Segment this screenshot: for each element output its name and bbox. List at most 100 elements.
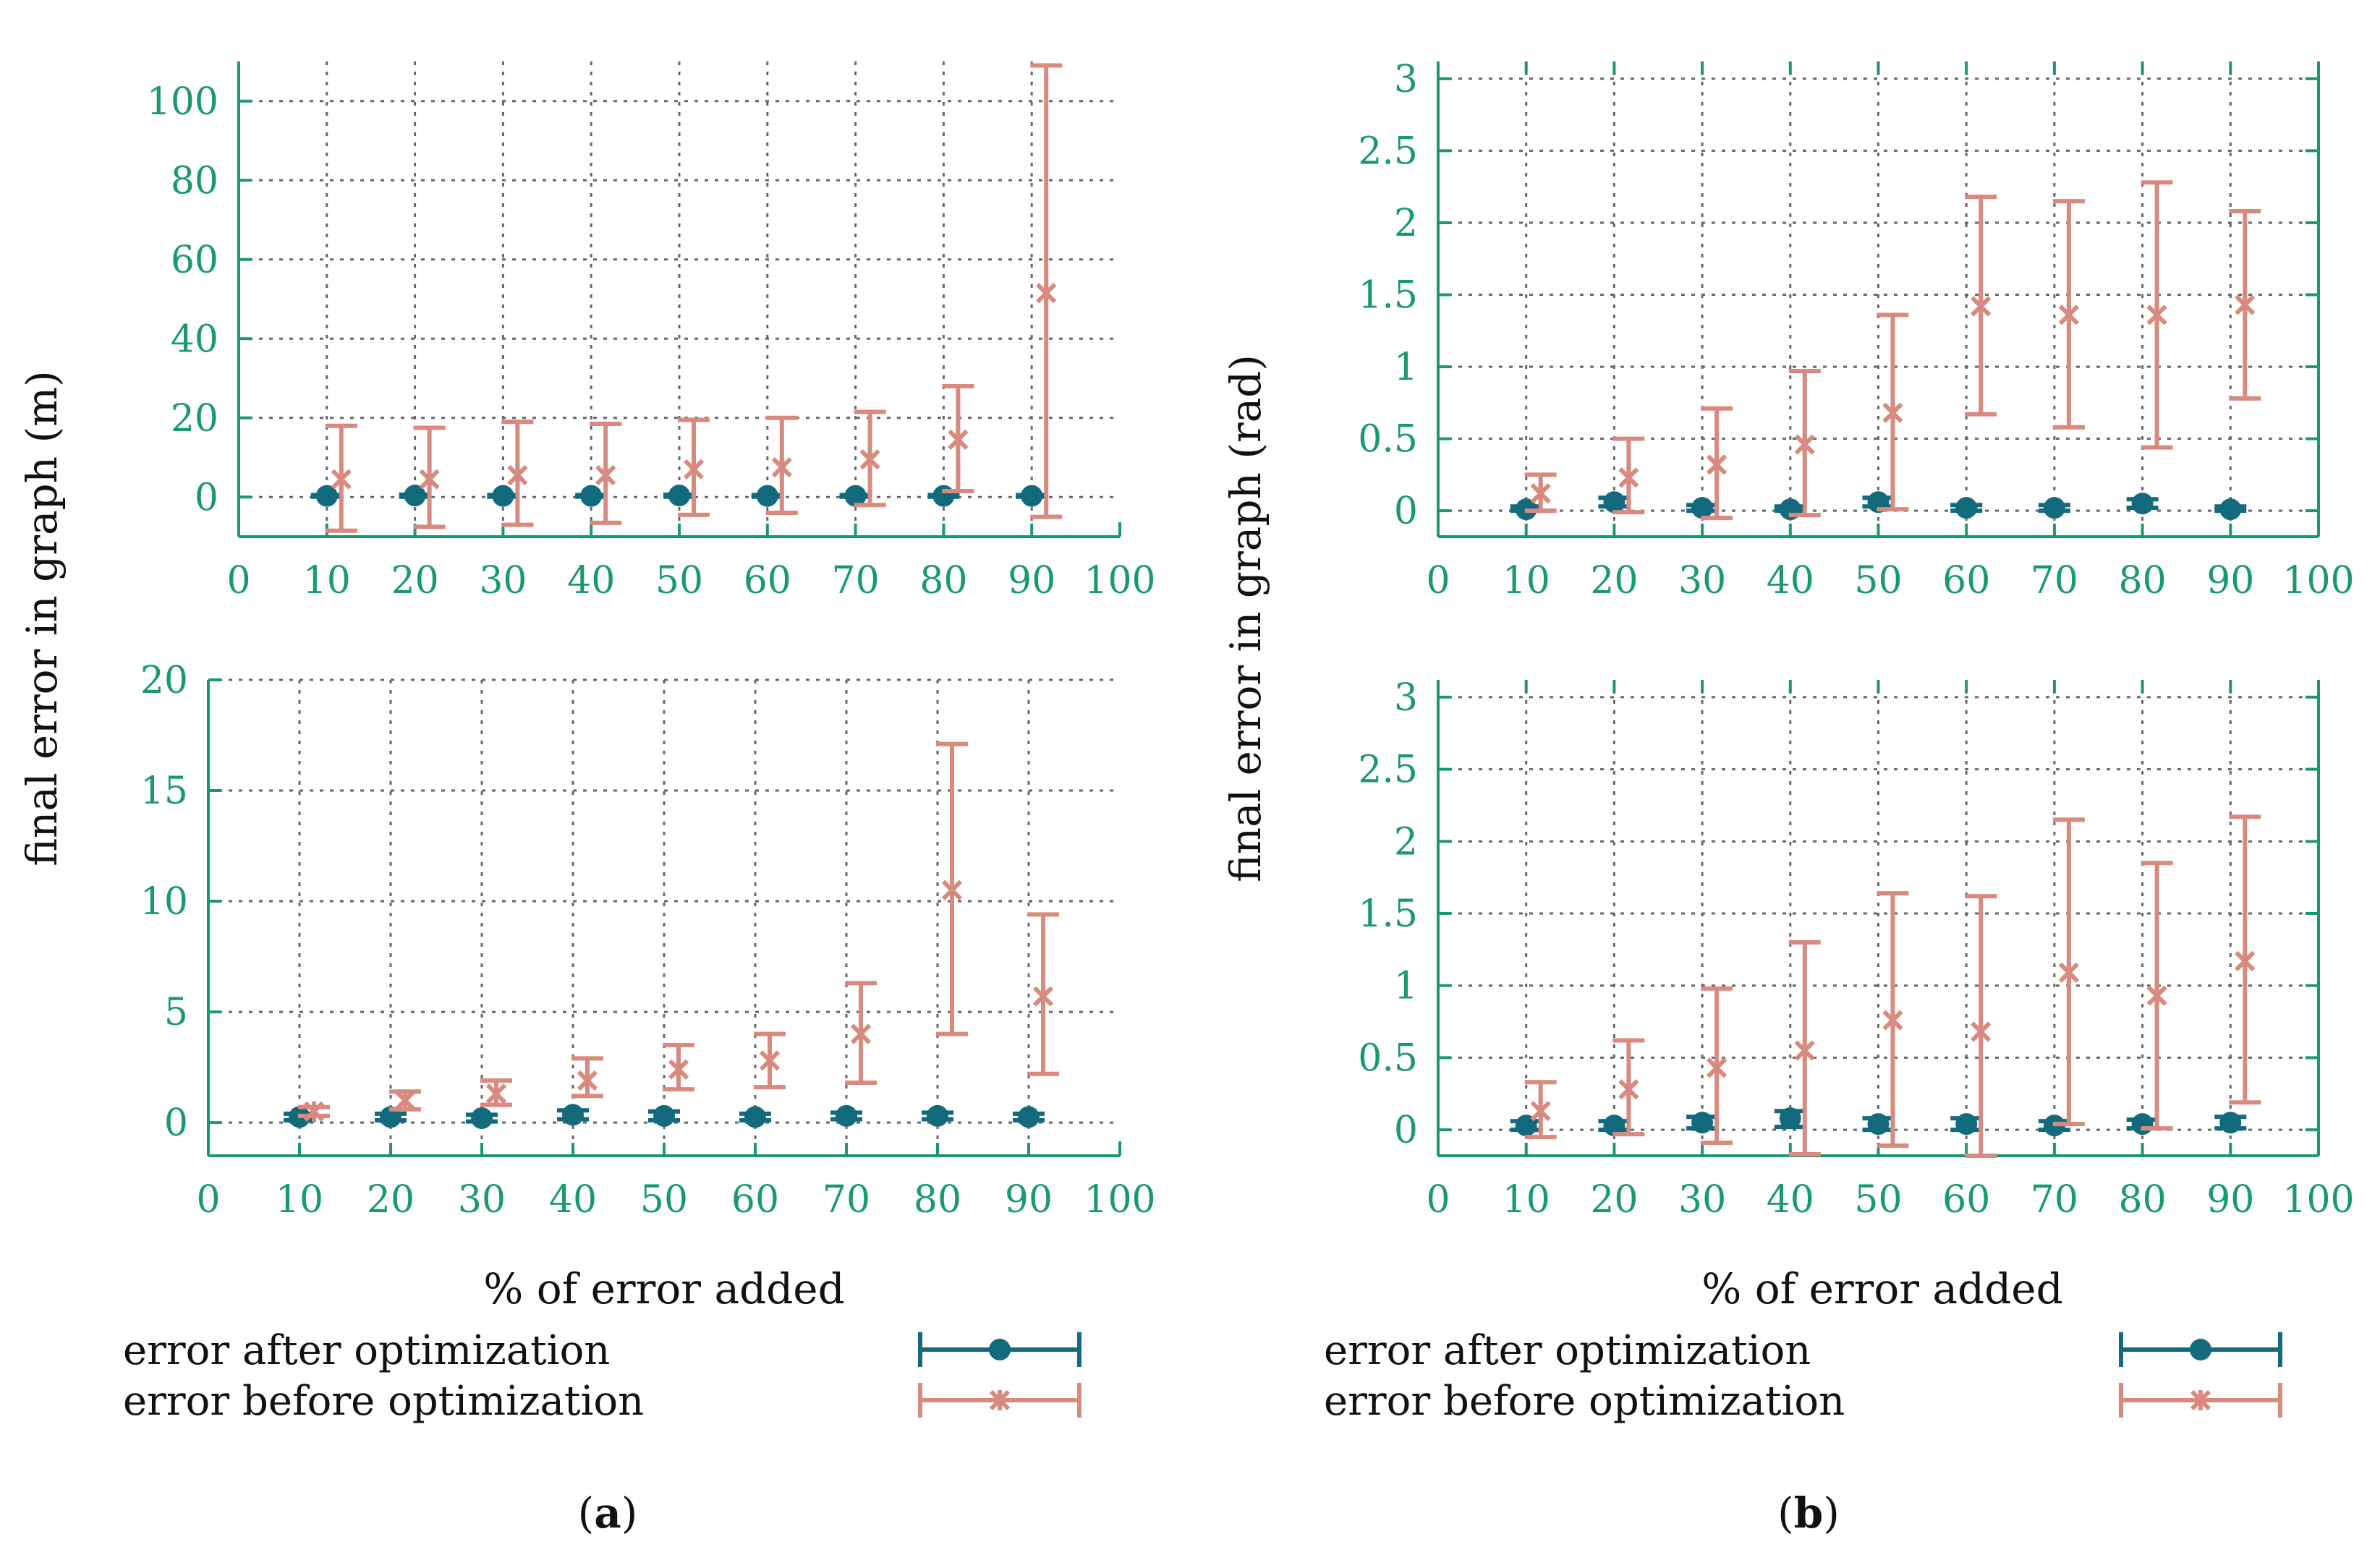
y-tick-label: 0 [1394, 490, 1418, 533]
errorbar-after [399, 485, 431, 507]
x-tick-label: 50 [1854, 1178, 1902, 1222]
errorbar-before [942, 383, 974, 494]
errorbar-after [2126, 493, 2159, 515]
x-tick-label: 10 [276, 1178, 323, 1222]
errorbar-before [678, 417, 710, 517]
marker-dot [2131, 1113, 2154, 1136]
series-before [298, 741, 1059, 1122]
legend-b-before-sample [2119, 1383, 2282, 1418]
marker-dot [562, 1104, 584, 1126]
x-tick-label: 50 [655, 559, 703, 602]
errorbar-before [2229, 814, 2261, 1105]
x-tick-label: 50 [640, 1178, 688, 1222]
errorbar-before [765, 415, 798, 516]
errorbar-before [2141, 180, 2173, 450]
errorbar-after [1686, 1112, 1719, 1134]
errorbar-after [751, 485, 783, 507]
marker-dot [1867, 1113, 1890, 1136]
errorbar-after [830, 1104, 862, 1127]
y-tick-label: 2 [1394, 202, 1418, 245]
errorbar-before [1701, 986, 1733, 1146]
x-tick-label: 100 [1084, 1178, 1155, 1222]
x-tick-label: 100 [1084, 559, 1155, 602]
y-tick-label: 1 [1394, 346, 1418, 389]
series-after [310, 485, 1048, 507]
errorbar-after [839, 485, 872, 507]
y-tick-label: 0.5 [1358, 418, 1418, 461]
marker-dot [1691, 497, 1714, 519]
y-tick-label: 0 [195, 476, 218, 519]
x-tick-label: 80 [2119, 1178, 2167, 1222]
errorbar-after [375, 1106, 407, 1128]
x-tick-label: 10 [303, 559, 351, 602]
caption-b: (b) [1777, 1488, 1840, 1538]
marker-dot [744, 1106, 766, 1128]
errorbar-before [590, 421, 622, 525]
errorbar-after [2126, 1113, 2159, 1136]
x-tick-label: 60 [731, 1178, 779, 1222]
x-tick-label: 50 [1854, 559, 1902, 602]
errorbar-before [2141, 861, 2173, 1131]
errorbar-after [1950, 497, 1983, 519]
errorbar-before [663, 1042, 694, 1092]
legend-a-before-sample [918, 1383, 1081, 1418]
legend-a-after-label: error after optimization [123, 1327, 610, 1374]
x-tick-label: 0 [226, 559, 250, 602]
series-after [1510, 491, 2247, 521]
errorbar-after [2214, 1112, 2247, 1134]
x-tick-label: 100 [2282, 1178, 2354, 1222]
marker-dot [1955, 497, 1978, 519]
y-axis-label-a: final error in graph (m) [17, 370, 67, 866]
errorbar-before [936, 741, 968, 1036]
errorbar-after [1686, 497, 1719, 519]
errorbar-before [501, 419, 534, 527]
errorbar-before [325, 423, 357, 533]
x-tick-label: 30 [479, 559, 527, 602]
errorbar-after [487, 485, 519, 507]
errorbar-before [1701, 406, 1733, 521]
y-tick-label: 5 [164, 991, 188, 1034]
errorbar-before [1965, 195, 1997, 417]
panel-b-top-chart: 0 10 20 30 40 50 60 70 80 90 100 0 0.5 1 1.5 2 2.5 3 [1358, 58, 2354, 602]
x-tick-label: 70 [832, 559, 880, 602]
x-tick-label: 80 [2119, 559, 2167, 602]
errorbar-after [1510, 1115, 1542, 1137]
legend-marker-dot [2190, 1339, 2211, 1360]
x-tick-label: 40 [1767, 1178, 1814, 1222]
errorbar-after [739, 1106, 771, 1128]
y-tick-label: 0.5 [1358, 1036, 1418, 1080]
errorbar-before [2052, 817, 2085, 1127]
x-tick-label: 90 [1008, 559, 1055, 602]
x-tick-label: 100 [2282, 559, 2354, 602]
x-tick-label: 70 [823, 1178, 870, 1222]
caption-b-letter: b [1794, 1488, 1824, 1538]
series-before [325, 63, 1063, 533]
errorbar-after [1862, 1113, 1895, 1136]
x-tick-label: 60 [744, 559, 791, 602]
marker-dot [668, 485, 690, 507]
errorbar-before [389, 1089, 421, 1112]
panel-a-top-chart: 0 10 20 30 40 50 60 70 80 90 100 0 20 40 60 80 100 [147, 61, 1156, 602]
y-tick-label: 1.5 [1358, 892, 1418, 936]
marker-dot [492, 485, 514, 507]
marker-dot [380, 1106, 401, 1128]
marker-dot [844, 485, 867, 507]
y-tick-label: 20 [171, 397, 218, 440]
errorbar-after [557, 1104, 589, 1126]
marker-dot [1779, 1107, 1801, 1130]
errorbar-after [310, 485, 343, 507]
x-tick-label: 10 [1503, 1178, 1550, 1222]
errorbar-before [1877, 312, 1909, 512]
caption-b-close: ) [1823, 1488, 1840, 1538]
y-tick-label: 60 [171, 239, 218, 282]
y-tick-label: 0 [1394, 1109, 1418, 1152]
y-tick-label: 1 [1394, 965, 1418, 1008]
y-tick-label: 10 [140, 880, 188, 924]
legend-marker-dot [989, 1339, 1011, 1360]
x-tick-label: 40 [567, 559, 615, 602]
errorbar-after [2214, 498, 2247, 521]
y-tick-label: 2.5 [1358, 129, 1418, 173]
legend-b-after-label: error after optimization [1324, 1327, 1811, 1374]
x-tick-label: 0 [1426, 559, 1450, 602]
